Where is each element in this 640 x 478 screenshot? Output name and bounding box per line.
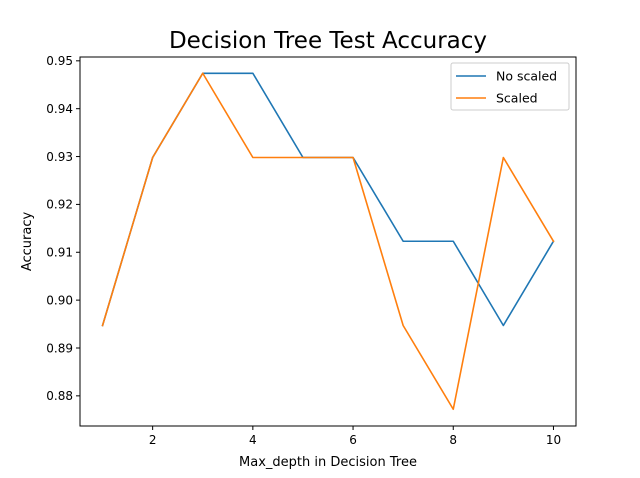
x-tick-label: 10 — [546, 433, 561, 447]
x-tick-label: 4 — [249, 433, 257, 447]
x-tick-label: 6 — [349, 433, 357, 447]
series-line-no-scaled — [101, 72, 555, 327]
series-line-scaled — [101, 72, 555, 411]
legend-entry-label: No scaled — [496, 69, 557, 84]
y-tick-label: 0.89 — [46, 341, 73, 355]
y-axis-label: Accuracy — [20, 212, 35, 272]
y-tick-label: 0.92 — [46, 198, 73, 212]
y-tick-label: 0.95 — [46, 54, 73, 68]
y-tick-label: 0.94 — [46, 102, 73, 116]
chart-title: Decision Tree Test Accuracy — [169, 28, 487, 54]
x-axis-label: Max_depth in Decision Tree — [239, 455, 417, 470]
series-layer — [101, 72, 555, 411]
y-tick-label: 0.91 — [46, 246, 73, 260]
plot-frame — [79, 56, 577, 427]
y-tick-label: 0.93 — [46, 150, 73, 164]
y-tick-label: 0.88 — [46, 389, 73, 403]
x-tick-label: 8 — [449, 433, 457, 447]
x-tick-label: 2 — [149, 433, 157, 447]
y-tick-label: 0.90 — [46, 293, 73, 307]
legend: No scaled Scaled — [450, 62, 570, 111]
x-axis: 2 4 6 8 10 — [149, 426, 561, 447]
legend-entry-label: Scaled — [496, 91, 538, 106]
y-axis: 0.88 0.89 0.90 0.91 0.92 0.93 0.94 0.95 — [46, 54, 80, 403]
